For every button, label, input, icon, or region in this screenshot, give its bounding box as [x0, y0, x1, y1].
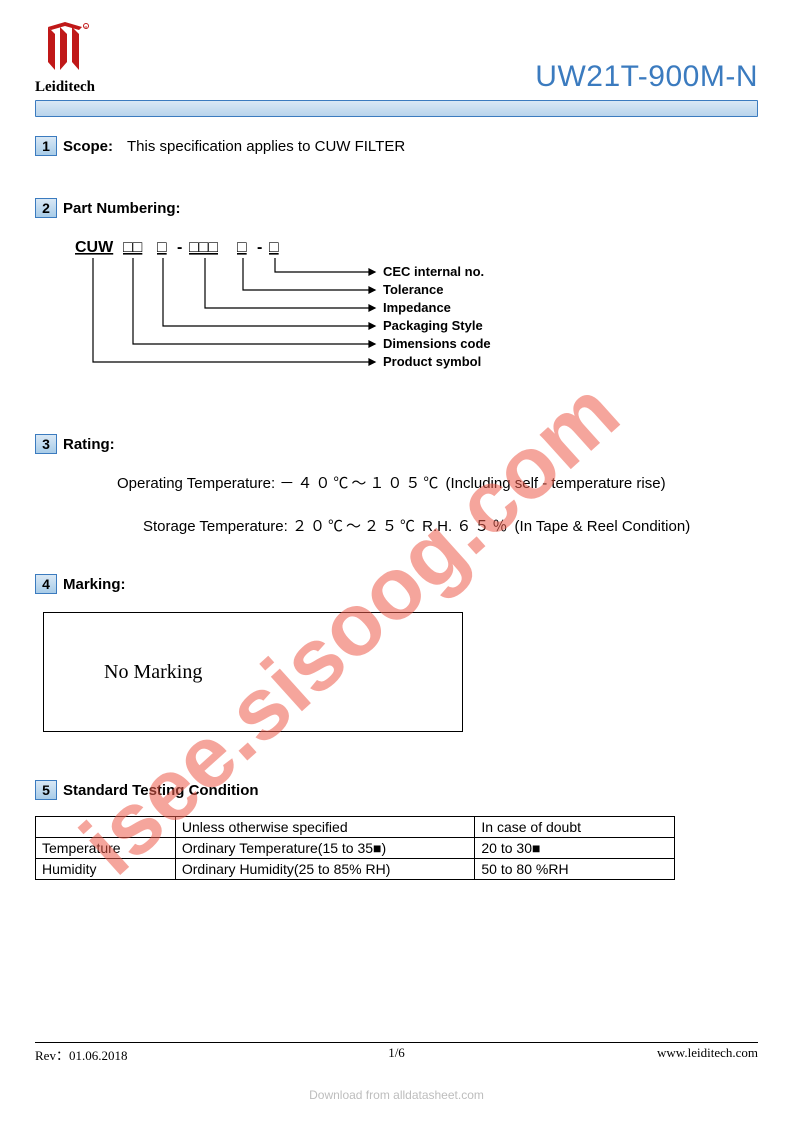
download-note: Download from alldatasheet.com: [0, 1088, 793, 1102]
section-title: Rating:: [63, 436, 115, 453]
testing-condition-table: Unless otherwise specified In case of do…: [35, 816, 675, 880]
title-bar: [35, 100, 758, 117]
marking-text: No Marking: [104, 661, 202, 684]
section-number-badge: 3: [35, 434, 57, 454]
pn-label: Product symbol: [383, 354, 481, 369]
section-scope: 1 Scope: This specification applies to C…: [35, 136, 758, 156]
brand-logo-icon: R: [40, 22, 90, 77]
storage-temp-line: Storage Temperature: ２０℃～２５℃ R.H. ６５％ (I…: [143, 515, 758, 536]
section-number-badge: 1: [35, 136, 57, 156]
table-cell: Temperature: [36, 838, 176, 859]
section-number-badge: 5: [35, 780, 57, 800]
operating-temp-label: Operating Temperature:: [117, 475, 275, 492]
svg-text:R: R: [85, 25, 88, 30]
table-header-row: Unless otherwise specified In case of do…: [36, 817, 675, 838]
pn-label: Dimensions code: [383, 336, 491, 351]
pn-label: Packaging Style: [383, 318, 483, 333]
table-header-cell: [36, 817, 176, 838]
table-cell: 50 to 80 %RH: [475, 859, 675, 880]
table-cell: Ordinary Humidity(25 to 85% RH): [175, 859, 475, 880]
table-row: Temperature Ordinary Temperature(15 to 3…: [36, 838, 675, 859]
storage-temp-label: Storage Temperature:: [143, 518, 288, 535]
table-cell: Ordinary Temperature(15 to 35■): [175, 838, 475, 859]
table-header-cell: In case of doubt: [475, 817, 675, 838]
section-part-numbering: 2 Part Numbering: CUW □□ □ - □□□ □ - □: [35, 198, 758, 404]
footer-url: www.leiditech.com: [657, 1045, 758, 1064]
table-cell: 20 to 30■: [475, 838, 675, 859]
section-title: Part Numbering:: [63, 200, 181, 217]
section-marking: 4 Marking: No Marking: [35, 574, 758, 732]
brand-name: Leiditech: [35, 79, 95, 96]
pn-label: CEC internal no.: [383, 264, 484, 279]
table-row: Humidity Ordinary Humidity(25 to 85% RH)…: [36, 859, 675, 880]
operating-temp-suffix: (Including self - temperature rise): [446, 475, 666, 492]
table-cell: Humidity: [36, 859, 176, 880]
operating-temp-line: Operating Temperature: －４０℃～１０５℃ (Includ…: [117, 472, 758, 493]
part-numbering-diagram: CUW □□ □ - □□□ □ - □: [75, 234, 758, 404]
scope-text: This specification applies to CUW FILTER: [127, 138, 405, 155]
marking-box: No Marking: [43, 612, 463, 732]
table-header-cell: Unless otherwise specified: [175, 817, 475, 838]
footer-page-number: 1/6: [388, 1045, 405, 1061]
operating-temp-value: －４０℃～１０５℃: [279, 475, 441, 492]
storage-temp-suffix: (In Tape & Reel Condition): [515, 518, 691, 535]
page-footer: Rev：01.06.2018 1/6 www.leiditech.com: [35, 1042, 758, 1064]
storage-temp-value: ２０℃～２５℃: [292, 518, 418, 535]
pn-label: Impedance: [383, 300, 451, 315]
footer-revision: Rev：01.06.2018: [35, 1045, 127, 1064]
section-title: Marking:: [63, 576, 126, 593]
section-number-badge: 2: [35, 198, 57, 218]
storage-rh-label: R.H.: [422, 518, 452, 535]
storage-rh-value: ６５％: [456, 518, 510, 535]
section-title: Scope:: [63, 138, 113, 155]
section-number-badge: 4: [35, 574, 57, 594]
section-testing-condition: 5 Standard Testing Condition Unless othe…: [35, 780, 758, 880]
pn-label: Tolerance: [383, 282, 443, 297]
part-number-title: UW21T-900M-N: [535, 60, 758, 94]
brand-logo-block: R Leiditech: [35, 22, 95, 96]
section-title: Standard Testing Condition: [63, 782, 259, 799]
section-rating: 3 Rating: Operating Temperature: －４０℃～１０…: [35, 434, 758, 536]
svg-text:CUW □□: CUW □□ □ - □□□ □ - □: [75, 239, 279, 256]
